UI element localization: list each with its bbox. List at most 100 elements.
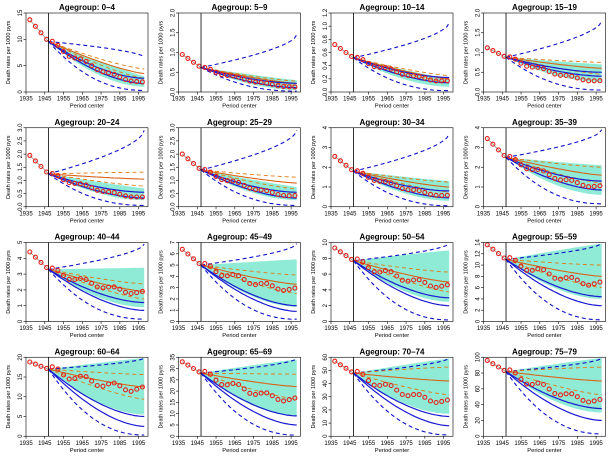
x-tick-label: 1965 [76,441,90,447]
blue-fit-line [48,268,145,311]
observed-point [529,267,535,273]
observed-point [49,170,55,177]
observed-point [524,267,530,273]
upper-interval-line [505,20,603,58]
x-tick-label: 1935 [324,326,338,332]
x-tick-label: 1975 [552,326,566,332]
y-tick-label: 2 [476,308,482,312]
x-tick-label: 1975 [399,326,413,332]
blue-fit-line [353,170,450,199]
x-tick-label: 1935 [19,97,33,103]
plot-frame [483,356,606,437]
plot-area [332,133,450,207]
observed-point [343,253,349,259]
plot-frame [330,242,454,322]
x-tick-label: 1955 [209,211,223,217]
y-axis-label: Death rates per 1000 pyrs [311,250,317,314]
lower-interval-line [200,264,297,320]
observed-point [411,277,417,283]
observed-point [89,378,95,384]
upper-interval-line [48,130,145,175]
y-tick-label: 2.5 [171,136,177,145]
observed-point [535,266,541,272]
observed-point [66,276,72,282]
lower-interval-line [353,57,450,92]
x-tick-label: 1995 [589,97,603,103]
observed-point [55,267,61,274]
observed-point [524,166,530,172]
x-tick-label: 1975 [399,97,413,103]
observed-point [230,178,236,184]
observed-point [484,136,490,142]
observed-point [117,383,123,389]
observed-point [185,55,191,61]
x-tick-label: 1975 [94,97,108,103]
panel-5–9: 0.0 0.5 1.0 1.5 2.0 1935 1945 1955 1965 1975 1985 1… [159,3,301,110]
plot-area [332,242,450,321]
x-tick-label: 1975 [552,97,566,103]
observed-point [89,280,95,286]
y-axis-label: Death rates per 1000 pyrs [6,250,12,314]
orange-upper-line [200,169,297,178]
observed-point [179,246,185,252]
plot-area [332,357,450,436]
upper-interval-line [200,357,298,374]
panel-60–64: 0 5 10 15 20 1935 1945 1955 1965 1975 1985 1995 Ageg… [6,347,149,454]
observed-point [484,242,490,248]
x-tick-label: 1965 [381,211,395,217]
observed-point [495,251,502,257]
observed-point [371,64,377,70]
observed-point [597,78,603,84]
observed-point [490,361,496,367]
orange-trend-line [200,264,297,285]
orange-upper-line [48,171,145,175]
plot-area [179,243,298,320]
observed-point [236,273,242,279]
observed-point [269,81,275,88]
observed-point [286,193,292,199]
x-tick-label: 1965 [228,441,242,447]
orange-trend-line [353,372,450,382]
x-tick-label: 1935 [19,326,33,332]
orange-trend-line [200,169,297,184]
x-axis-label: Period center [375,104,410,110]
y-tick-label: 2.0 [171,8,177,17]
y-tick-label: 2 [323,303,329,307]
observed-point [292,395,298,401]
observed-point [416,277,422,283]
x-tick-label: 1945 [191,97,205,103]
x-tick-label: 1995 [284,441,298,447]
observed-point [264,390,270,396]
observed-point [89,63,95,69]
observed-point [32,254,38,260]
x-tick-label: 1945 [191,326,205,332]
panel-20–24: 0.0 0.5 1.0 1.5 2.0 2.5 3.0 1935 1945 1955 1965 197… [6,118,149,224]
x-tick-label: 1975 [247,326,261,332]
upper-interval-line [505,129,603,158]
lower-interval-line [48,173,145,206]
x-tick-label: 1985 [571,97,585,103]
y-tick-label: 15 [18,373,24,380]
observed-point [66,53,72,59]
observed-point [411,392,417,398]
observed-point [371,382,377,388]
observed-point [241,182,247,188]
x-tick-label: 1955 [514,326,528,332]
observed-point [32,23,38,29]
panel-title: Agegroup: 75–79 [512,347,577,356]
observed-point [72,376,78,382]
blue-fit-line [48,368,145,427]
y-axis-label: Death rates per 1000 pyrs [311,365,317,429]
y-tick-label: 12 [476,250,482,257]
observed-point [77,275,83,282]
x-tick-label: 1995 [284,211,298,217]
y-tick-label: 10 [323,419,329,426]
x-tick-label: 1945 [343,97,357,103]
observed-point [66,376,72,382]
observed-point [38,30,44,36]
observed-point [207,263,213,269]
x-tick-label: 1985 [113,211,127,217]
panel-10–14: 0.0 0.2 0.4 0.6 0.8 1.0 1.2 1935 1945 1955 1965 197… [311,3,454,110]
observed-point [439,78,445,84]
x-tick-label: 1985 [266,97,280,103]
